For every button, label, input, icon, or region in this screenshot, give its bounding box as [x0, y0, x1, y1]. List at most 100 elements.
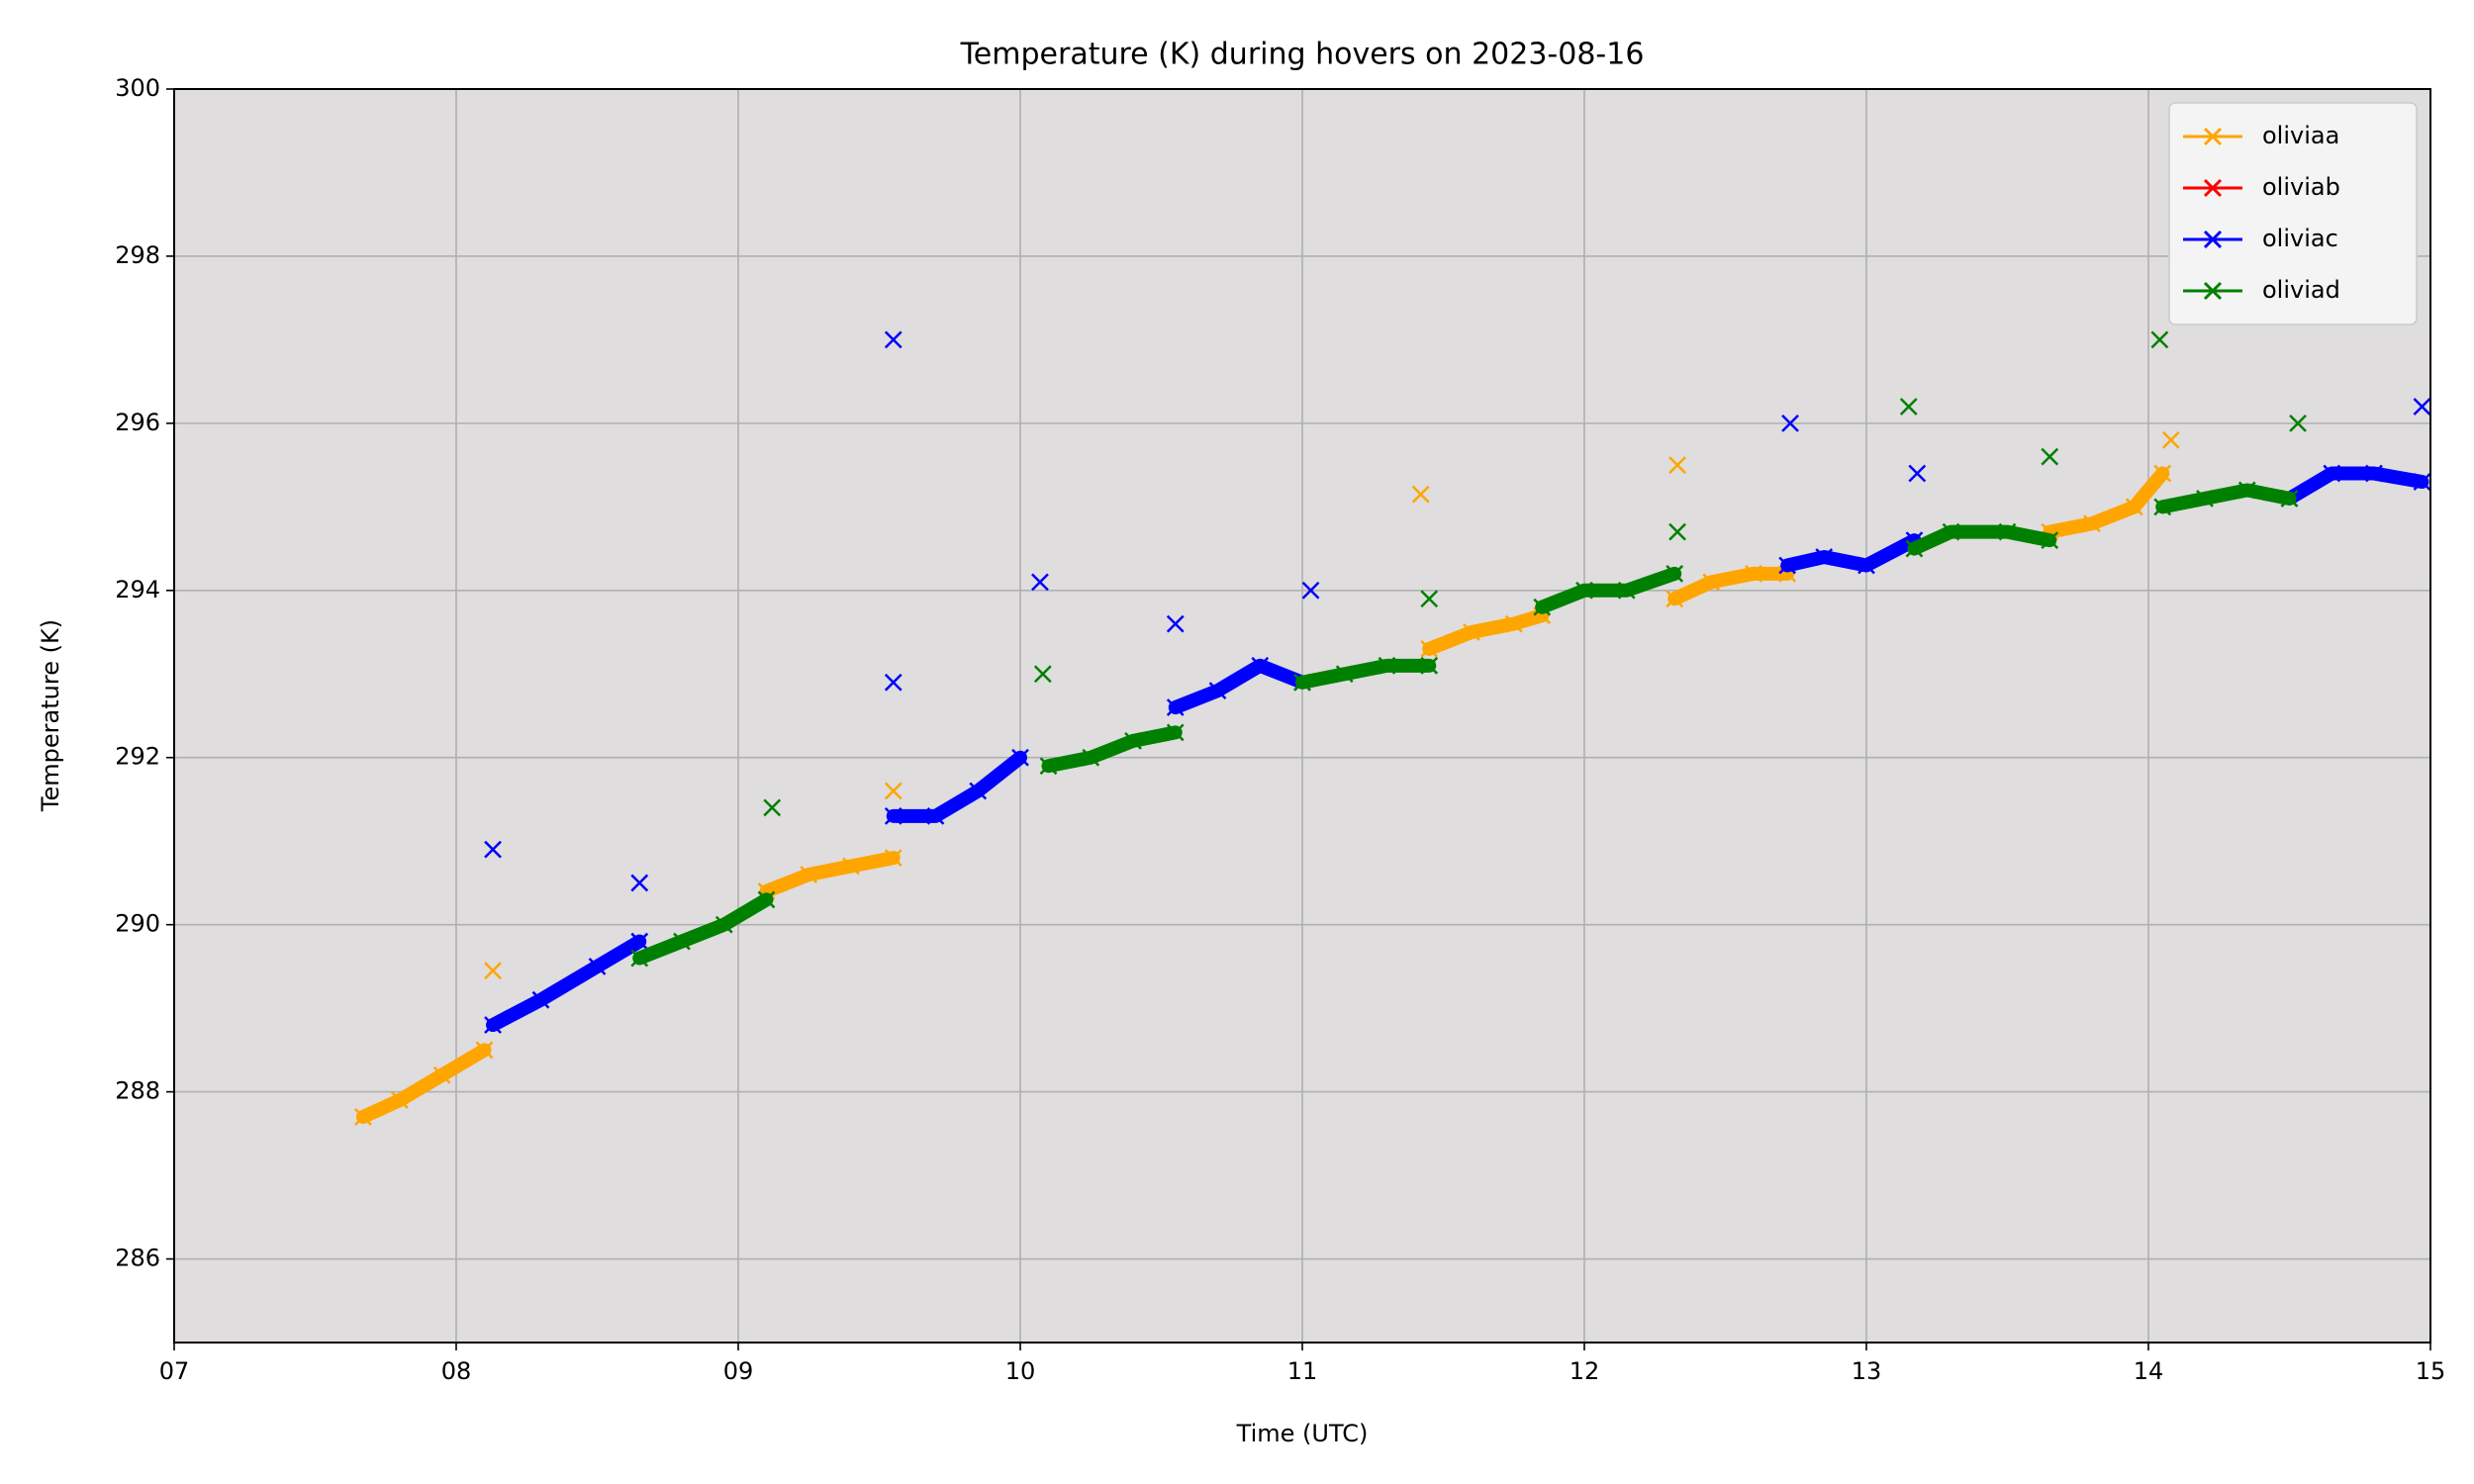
point-marker [1033, 665, 1052, 684]
point-marker [1420, 590, 1439, 608]
y-tick-label: 286 [115, 1245, 160, 1272]
x-tick-label: 11 [1287, 1357, 1318, 1385]
point-marker [630, 874, 649, 892]
point-marker [1942, 522, 1960, 541]
point-marker [926, 806, 945, 825]
point-marker [1378, 656, 1396, 675]
point-marker [1420, 656, 1439, 675]
chart-title: Temperature (K) during hovers on 2023-08… [960, 38, 1645, 72]
point-marker [1778, 556, 1797, 575]
legend-marker [2203, 127, 2223, 146]
point-marker [1124, 731, 1142, 750]
point-marker [1665, 565, 1684, 583]
point-marker [1899, 398, 1918, 416]
series-line [1422, 608, 1550, 656]
point-marker [1905, 539, 1924, 558]
point-marker [2365, 464, 2383, 483]
x-tick-label: 13 [1852, 1357, 1882, 1385]
point-marker [1702, 573, 1721, 592]
point-marker [1463, 623, 1480, 641]
point-marker [1504, 614, 1523, 633]
point-marker [1668, 522, 1686, 541]
point-marker [354, 1108, 372, 1126]
point-marker [884, 330, 903, 349]
point-marker [1857, 556, 1875, 575]
y-tick-label: 298 [115, 241, 160, 269]
series-line [355, 1043, 492, 1124]
series-line [1667, 566, 1795, 606]
series-line [886, 750, 1027, 823]
point-marker [2413, 473, 2431, 491]
point-marker [1411, 485, 1430, 504]
point-marker [2041, 447, 2059, 466]
series-line [632, 892, 774, 966]
legend-label: oliviad [2262, 276, 2340, 304]
point-marker [2153, 498, 2172, 516]
x-tick-label: 07 [159, 1357, 190, 1385]
point-marker [1293, 673, 1311, 692]
y-tick-label: 294 [115, 576, 160, 603]
series-line [2282, 466, 2429, 506]
point-marker [714, 915, 733, 934]
legend-marker [2203, 230, 2223, 249]
point-marker [1166, 614, 1185, 633]
y-tick-label: 288 [115, 1077, 160, 1105]
point-marker [1815, 548, 1834, 566]
x-tick-label: 10 [1005, 1357, 1036, 1385]
point-marker [1745, 565, 1762, 583]
point-marker [1208, 682, 1227, 700]
series-line [1295, 658, 1437, 690]
y-tick-label: 292 [115, 743, 160, 771]
x-tick-label: 09 [723, 1357, 754, 1385]
x-tick-label: 15 [2416, 1357, 2446, 1385]
point-marker [1082, 748, 1100, 767]
series-line [1168, 658, 1309, 715]
series-line [486, 934, 647, 1033]
y-tick-label: 296 [115, 409, 160, 436]
point-marker [1533, 598, 1552, 616]
point-marker [1335, 665, 1354, 684]
point-marker [1031, 573, 1049, 592]
series-line [2043, 466, 2170, 539]
point-marker [2161, 430, 2180, 449]
point-marker [475, 1041, 494, 1060]
point-marker [2196, 490, 2214, 508]
point-marker [2413, 398, 2431, 416]
y-tick-label: 290 [115, 910, 160, 938]
point-marker [1039, 757, 1058, 776]
y-axis-label: Temperature (K) [37, 619, 64, 812]
point-marker [484, 1016, 502, 1034]
point-marker [1617, 581, 1636, 600]
point-marker [484, 962, 502, 980]
point-marker [2323, 464, 2341, 483]
x-tick-label: 14 [2134, 1357, 2164, 1385]
legend-label: oliviaa [2262, 122, 2339, 149]
point-marker [1665, 590, 1684, 608]
point-marker [1781, 414, 1799, 432]
legend-label: oliviab [2262, 173, 2340, 201]
point-marker [1011, 748, 1029, 767]
point-marker [2125, 498, 2143, 516]
point-marker [391, 1091, 409, 1109]
point-marker [1575, 581, 1593, 600]
point-marker [1668, 456, 1686, 474]
y-tick-label: 300 [115, 74, 160, 102]
point-marker [2041, 531, 2059, 550]
legend-box [2168, 102, 2418, 325]
point-marker [588, 958, 607, 975]
point-marker [2150, 330, 2169, 349]
legend-marker [2203, 281, 2223, 301]
point-marker [630, 932, 649, 951]
point-marker [1166, 723, 1185, 742]
series-line [2155, 483, 2297, 514]
point-marker [884, 782, 903, 800]
point-marker [884, 806, 903, 825]
legend-marker [2203, 178, 2223, 198]
point-marker [673, 932, 691, 951]
point-marker [1166, 698, 1185, 716]
point-marker [630, 949, 649, 968]
x-tick-label: 08 [441, 1357, 472, 1385]
point-marker [1301, 581, 1320, 600]
point-marker [2289, 414, 2307, 432]
